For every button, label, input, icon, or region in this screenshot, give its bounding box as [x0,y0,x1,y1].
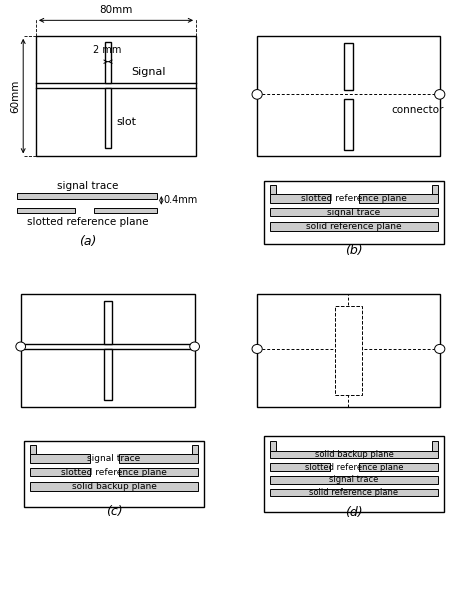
Text: 2 mm: 2 mm [93,45,121,55]
Bar [30,468,91,477]
Bar [30,445,36,454]
Circle shape [190,342,200,351]
Bar [94,208,157,213]
Bar [270,208,438,217]
Text: solid reference plane: solid reference plane [310,488,399,497]
Text: signal trace: signal trace [57,181,118,191]
Text: solid backup plane: solid backup plane [315,450,393,459]
Bar [264,181,444,244]
Circle shape [435,89,445,99]
Bar [105,88,111,148]
Bar [119,468,198,477]
Text: signal trace: signal trace [328,208,381,217]
Text: slotted reference plane: slotted reference plane [61,468,167,477]
Bar [270,476,438,484]
Text: Signal: Signal [131,67,165,77]
Bar [30,482,198,491]
Text: signal trace: signal trace [329,475,379,484]
Bar [432,185,438,194]
Bar [344,99,353,150]
Bar [104,349,111,401]
Bar [18,193,157,199]
Bar [257,36,440,156]
Text: 0.4mm: 0.4mm [164,195,198,205]
Bar [270,464,330,471]
Text: connector: connector [391,105,443,115]
Text: slotted reference plane: slotted reference plane [305,462,403,472]
Bar [191,445,198,454]
Bar [270,185,276,194]
Text: (a): (a) [79,234,96,247]
Bar [270,222,438,231]
Bar [264,436,444,512]
Circle shape [16,342,26,351]
Bar [344,43,353,89]
Bar [432,441,438,451]
Text: slot: slot [116,117,136,127]
Bar [18,208,75,213]
Bar [21,294,195,407]
Circle shape [435,345,445,353]
Text: (d): (d) [345,506,363,519]
Bar [257,294,440,407]
Text: (b): (b) [345,244,363,257]
Text: 60mm: 60mm [10,79,20,113]
Text: solid reference plane: solid reference plane [306,222,402,231]
Bar [104,301,111,344]
Text: slotted reference plane: slotted reference plane [301,194,407,203]
Bar [270,194,330,203]
Text: slotted reference plane: slotted reference plane [27,217,148,227]
Bar [270,451,438,458]
Bar [270,488,438,496]
Text: 80mm: 80mm [100,5,133,15]
Bar [270,441,276,451]
Text: signal trace: signal trace [87,454,141,463]
Bar [105,42,111,83]
Text: solid backup plane: solid backup plane [72,482,156,491]
Bar [119,454,198,463]
Bar [359,194,438,203]
Bar [30,454,91,463]
Bar [359,464,438,471]
Circle shape [252,89,262,99]
Bar [24,441,204,507]
Bar [335,306,362,395]
Bar [36,36,196,156]
Circle shape [252,345,262,353]
Text: (c): (c) [106,504,122,517]
